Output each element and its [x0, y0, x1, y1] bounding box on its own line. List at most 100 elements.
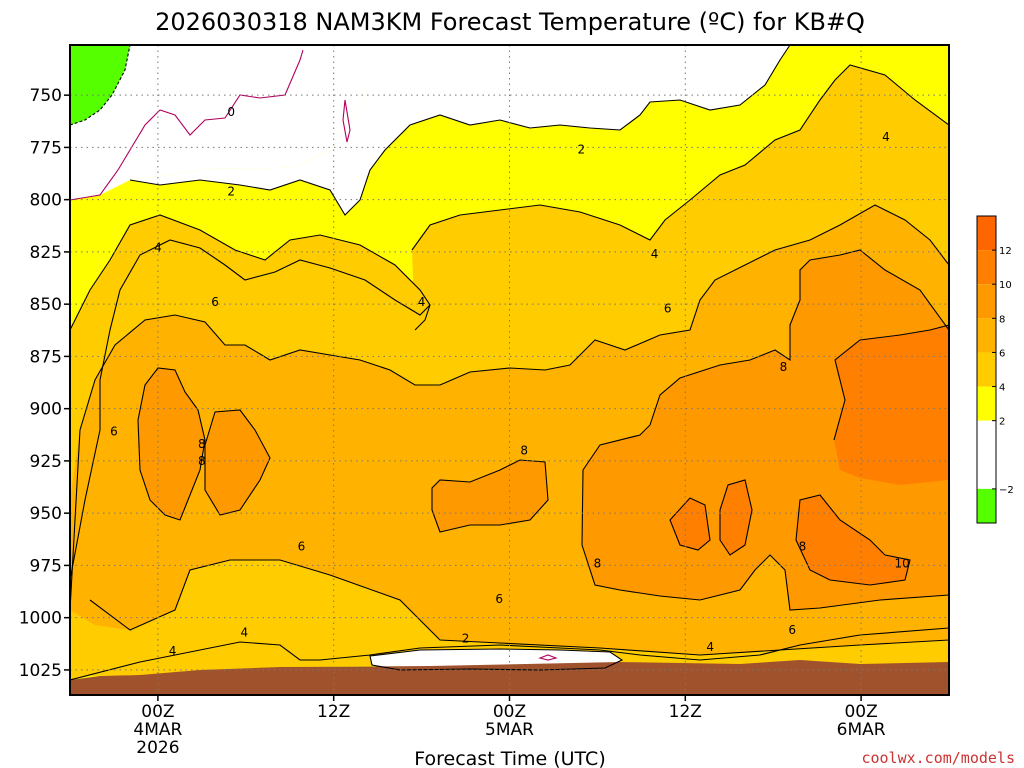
contour-label: 6: [298, 540, 306, 554]
contour-2: [70, 214, 431, 331]
grid-lines: [70, 45, 949, 695]
contour-label: 8: [520, 443, 528, 457]
colorbar-label: 12: [999, 246, 1012, 257]
colorbar-label: 8: [999, 314, 1005, 325]
band-8-10-left: [138, 368, 205, 520]
colorbar-label: 10: [999, 280, 1012, 291]
colorbar-label: 2: [999, 417, 1005, 428]
band-10-12-c: [670, 498, 710, 550]
colorbar-label: 6: [999, 348, 1005, 359]
contour-label: 6: [788, 623, 796, 637]
contour-2-top: [129, 45, 791, 216]
y-tick-label: 850: [30, 295, 62, 315]
contour-label: 4: [882, 130, 890, 144]
contour-8-mid: [431, 459, 549, 533]
contour-label: 8: [780, 360, 788, 374]
colorbar-band: [977, 284, 996, 319]
colorbar-band: [977, 488, 996, 523]
contour-4-right: [411, 64, 949, 251]
contour-label: 4: [154, 241, 162, 255]
x-tick-label: 12Z: [669, 702, 702, 722]
band-10-12-b: [796, 495, 910, 585]
contour-label: 2: [227, 184, 235, 198]
contour-label: 4: [241, 625, 249, 639]
contour-2-low: [369, 648, 624, 671]
colorbar-band: [977, 386, 996, 421]
x-axis-label: Forecast Time (UTC): [414, 748, 605, 768]
band-below-2-top: [130, 45, 790, 215]
y-tick-label: 750: [30, 86, 62, 106]
y-tick-label: 925: [30, 452, 62, 472]
contour-label: 2: [577, 143, 585, 157]
credit-text: coolwx.com/models: [861, 749, 1015, 767]
contour-label: 4: [706, 640, 714, 654]
contour-10-b: [795, 494, 911, 586]
colorbar-band: [977, 216, 996, 251]
contour-0c: [538, 654, 558, 661]
x-tick-label: 00Z: [141, 702, 174, 722]
x-tick-label: 4MAR: [133, 720, 182, 740]
contour-label: 6: [110, 425, 118, 439]
y-tick-label: 875: [30, 347, 62, 367]
contour-label: 4: [418, 295, 426, 309]
y-tick-label: 1000: [19, 609, 62, 629]
contour-label: 10: [894, 556, 909, 570]
contour-label: 2: [462, 632, 470, 646]
y-tick-label: 775: [30, 138, 62, 158]
band-10-12-a: [834, 325, 949, 485]
band-10-12-d: [720, 480, 752, 555]
y-tick-label: 800: [30, 191, 62, 211]
colorbar-label: 4: [999, 383, 1005, 394]
colorbar-label: −2: [999, 485, 1014, 496]
contour-10-d: [719, 479, 753, 556]
colorbar-band: [977, 420, 996, 489]
colorbar-frame: [976, 215, 997, 524]
y-tick-label: 825: [30, 243, 62, 263]
contour-label: 6: [495, 592, 503, 606]
contour-10-c: [669, 497, 711, 551]
contour-label: 4: [169, 644, 177, 658]
x-tick-label: 2026: [136, 738, 179, 758]
contour-minus-2: [70, 45, 131, 126]
contour-label: 4: [651, 247, 659, 261]
x-tick-label: 12Z: [317, 702, 350, 722]
x-tick-label: 00Z: [493, 702, 526, 722]
y-axis-ticks: 750 775 800 825 850 875 900 925 950 975 1000 1025: [19, 86, 70, 681]
band-below-2-upper: [70, 45, 375, 200]
contour-8-right: [581, 249, 949, 546]
y-tick-label: 975: [30, 556, 62, 576]
contour-lines: [70, 45, 949, 681]
contour-label: 0: [227, 105, 235, 119]
contour-10-a: [833, 324, 949, 441]
y-tick-label: 900: [30, 400, 62, 420]
y-tick-label: 950: [30, 504, 62, 524]
band-8-10-mid: [432, 460, 548, 532]
chart-title: 2026030318 NAM3KM Forecast Temperature (…: [155, 8, 865, 36]
contour-0b: [342, 99, 351, 143]
contour-8-bottom: [581, 544, 949, 611]
contour-label: 8: [198, 454, 206, 468]
contour-8-left: [137, 367, 206, 521]
colorbar: 12 10 8 6 4 2 −2: [976, 215, 1014, 524]
x-tick-label: 00Z: [844, 702, 877, 722]
contour-labels: 0 2 4 6 4 2 4 6 4 8 6 8 8 8 6 8 8 10 6 6 4 4 2 4: [110, 105, 910, 658]
x-tick-label: 6MAR: [837, 720, 886, 740]
contour-8-left2: [204, 409, 271, 516]
contour-6: [70, 204, 949, 611]
contour-label: 8: [198, 437, 206, 451]
band-minus-4-minus-2: [70, 45, 130, 125]
colorbar-band: [977, 352, 996, 387]
contour-label: 8: [799, 540, 807, 554]
contour-0: [70, 49, 304, 201]
contour-6-low: [89, 559, 949, 656]
x-tick-label: 5MAR: [485, 720, 534, 740]
colorbar-band: [977, 250, 996, 285]
y-tick-label: 1025: [19, 661, 62, 681]
contour-label: 6: [211, 295, 219, 309]
contour-label: 8: [594, 556, 602, 570]
colorbar-band: [977, 318, 996, 353]
contour-4-left: [70, 239, 431, 581]
contour-4-low: [70, 627, 949, 681]
